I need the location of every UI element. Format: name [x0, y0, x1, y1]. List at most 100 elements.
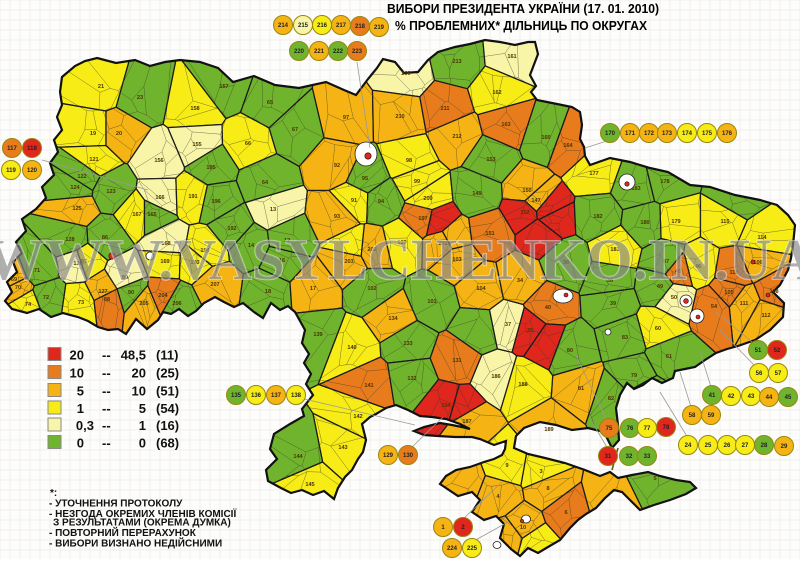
svg-text:93: 93	[334, 214, 340, 220]
svg-text:172: 172	[644, 131, 655, 137]
svg-text:58: 58	[689, 413, 696, 419]
svg-text:223: 223	[352, 49, 363, 55]
svg-text:37: 37	[505, 322, 511, 328]
svg-text:75: 75	[606, 426, 613, 432]
svg-text:43: 43	[748, 394, 755, 400]
svg-text:221: 221	[314, 49, 325, 55]
svg-text:10: 10	[70, 366, 84, 381]
svg-text:28: 28	[761, 443, 768, 449]
svg-text:167: 167	[132, 212, 141, 218]
svg-text:171: 171	[625, 131, 636, 137]
svg-text:81: 81	[578, 386, 584, 392]
svg-text:152: 152	[520, 210, 529, 216]
svg-text:86: 86	[102, 235, 108, 241]
svg-text:161: 161	[507, 54, 516, 60]
svg-text:166: 166	[155, 195, 164, 201]
svg-text:16: 16	[279, 258, 285, 264]
svg-text:147: 147	[531, 198, 540, 204]
svg-text:2: 2	[461, 525, 465, 531]
svg-text:123: 123	[106, 189, 115, 195]
svg-text:121: 121	[89, 157, 98, 163]
svg-text:20: 20	[70, 348, 84, 363]
svg-text:110: 110	[729, 270, 738, 276]
svg-text:111: 111	[740, 301, 749, 307]
svg-text:34: 34	[517, 278, 524, 284]
svg-text:73: 73	[78, 300, 84, 306]
svg-text:134: 134	[388, 316, 398, 322]
svg-text:82: 82	[608, 396, 614, 402]
svg-text:132: 132	[407, 376, 416, 382]
svg-text:66: 66	[245, 141, 251, 147]
svg-text:120: 120	[27, 168, 38, 174]
svg-text:127: 127	[98, 289, 107, 295]
svg-text:54: 54	[711, 304, 718, 310]
svg-text:165: 165	[147, 212, 156, 218]
svg-text:61: 61	[666, 354, 672, 360]
svg-text:209: 209	[401, 71, 410, 77]
svg-text:(11): (11)	[156, 348, 178, 363]
svg-text:178: 178	[660, 179, 669, 185]
svg-text:80: 80	[567, 348, 573, 354]
svg-text:17: 17	[310, 286, 316, 292]
svg-text:67: 67	[292, 127, 298, 133]
svg-text:59: 59	[708, 413, 715, 419]
svg-text:131: 131	[452, 358, 461, 364]
svg-text:39: 39	[610, 301, 616, 307]
svg-text:20: 20	[132, 366, 146, 381]
svg-text:195: 195	[206, 165, 215, 171]
svg-text:154: 154	[441, 403, 451, 409]
svg-text:153: 153	[486, 157, 495, 163]
svg-text:203: 203	[344, 259, 353, 265]
svg-text:69: 69	[11, 277, 17, 283]
svg-text:114: 114	[757, 235, 767, 241]
svg-text:122: 122	[77, 174, 86, 180]
svg-text:156: 156	[154, 158, 163, 164]
svg-text:197: 197	[418, 216, 427, 222]
svg-text:194: 194	[200, 248, 210, 254]
svg-text:174: 174	[682, 131, 693, 137]
svg-text:179: 179	[671, 219, 680, 225]
svg-text:0,3: 0,3	[76, 418, 94, 433]
svg-text:45: 45	[785, 395, 792, 401]
svg-text:130: 130	[403, 453, 414, 459]
svg-text:65: 65	[267, 100, 273, 106]
svg-text:224: 224	[447, 546, 458, 552]
svg-text:25: 25	[705, 443, 712, 449]
svg-text:(68): (68)	[156, 436, 179, 451]
svg-text:21: 21	[98, 84, 104, 90]
svg-text:170: 170	[605, 131, 616, 137]
svg-text:210: 210	[395, 114, 404, 120]
svg-text:*:: *:	[50, 488, 57, 499]
svg-text:175: 175	[702, 131, 713, 137]
svg-text:12: 12	[284, 238, 290, 244]
svg-text:90: 90	[128, 290, 134, 296]
svg-text:10: 10	[520, 525, 526, 531]
svg-text:71: 71	[34, 268, 40, 274]
svg-text:225: 225	[467, 546, 478, 552]
svg-text:173: 173	[662, 131, 673, 137]
svg-text:128: 128	[65, 237, 74, 243]
svg-text:44: 44	[766, 395, 773, 401]
svg-text:41: 41	[709, 393, 716, 399]
svg-text:13: 13	[270, 207, 276, 213]
svg-text:5: 5	[653, 476, 656, 482]
svg-text:--: --	[102, 384, 111, 399]
svg-text:0: 0	[77, 436, 84, 451]
svg-text:201: 201	[438, 241, 447, 247]
svg-text:26: 26	[724, 443, 731, 449]
svg-text:- ПОВТОРНИЙ ПЕРЕРАХУНОК: - ПОВТОРНИЙ ПЕРЕРАХУНОК	[49, 526, 197, 539]
svg-text:24: 24	[685, 443, 692, 449]
svg-text:213: 213	[452, 59, 461, 65]
svg-text:191: 191	[188, 194, 197, 200]
svg-text:--: --	[102, 348, 111, 363]
svg-text:20: 20	[116, 131, 122, 137]
svg-text:72: 72	[43, 295, 49, 301]
svg-text:150: 150	[522, 188, 531, 194]
svg-text:76: 76	[627, 426, 634, 432]
svg-text:52: 52	[774, 348, 781, 354]
svg-text:(16): (16)	[156, 418, 179, 433]
svg-text:141: 141	[364, 383, 373, 389]
svg-text:48: 48	[675, 269, 681, 275]
svg-text:199: 199	[397, 240, 406, 246]
svg-text:5: 5	[77, 384, 84, 399]
